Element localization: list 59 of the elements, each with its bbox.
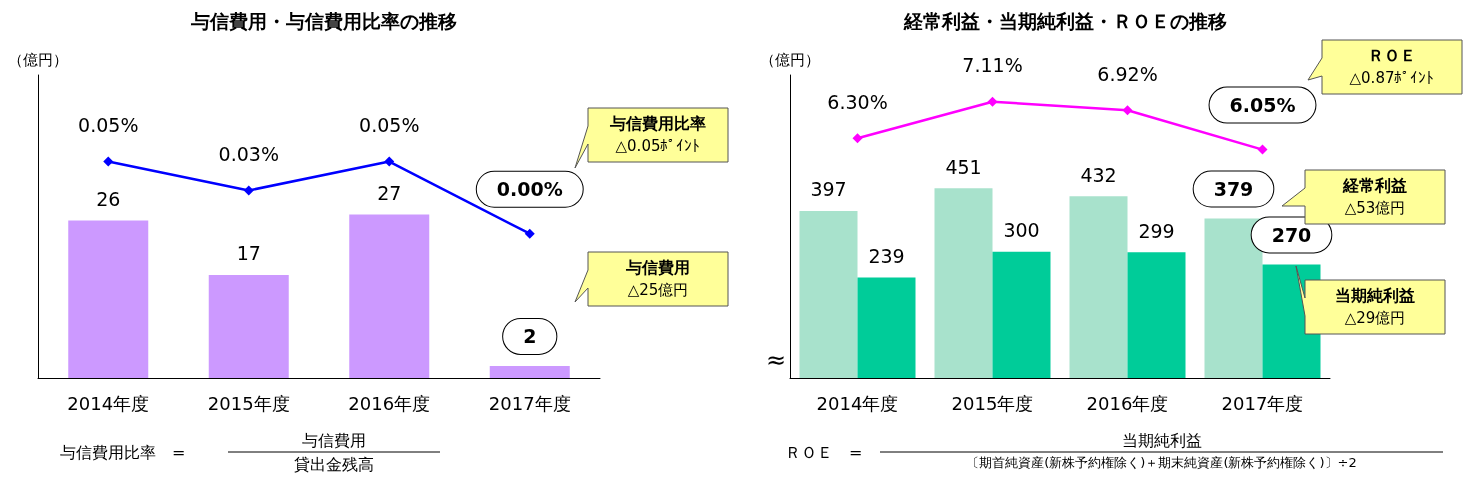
text: 〔期首純資産(新株予約権除く)＋期末純資産(新株予約権除く)〕÷2 — [966, 455, 1357, 470]
data-label: 379 — [1213, 178, 1254, 200]
x-tick-label: 2014年度 — [67, 392, 150, 414]
x-tick-label: 2015年度 — [951, 392, 1034, 414]
data-label: 300 — [1003, 219, 1040, 242]
data-label: 299 — [1138, 219, 1175, 242]
data-label: 0.00% — [496, 178, 563, 201]
text: 当期純利益 △29億円 — [1335, 285, 1415, 329]
x-tick-label: 2015年度 — [207, 392, 290, 414]
data-label: 239 — [868, 244, 905, 267]
data-label: 7.11% — [962, 54, 1023, 77]
bar — [1204, 218, 1263, 378]
data-label: 6.92% — [1097, 62, 1158, 85]
x-tick-label: 2014年度 — [816, 392, 899, 414]
bar — [934, 188, 993, 378]
data-label: 26 — [96, 187, 121, 210]
point — [1257, 144, 1268, 155]
data-label: 2 — [523, 325, 537, 348]
bar — [349, 214, 430, 378]
x-tick-label: 2017年度 — [488, 392, 571, 414]
data-label: 0.05% — [78, 114, 139, 137]
data-label: 0.03% — [218, 142, 279, 165]
bar — [489, 365, 570, 378]
text: 与信費用 — [302, 430, 366, 450]
text: 貸出金残高 — [294, 454, 374, 474]
x-tick-label: 2017年度 — [1221, 392, 1304, 414]
x-tick-label: 2016年度 — [1086, 392, 1169, 414]
bar — [68, 220, 149, 378]
data-label: 27 — [377, 181, 402, 204]
data-label: 451 — [945, 155, 982, 178]
y-axis-title: （億円） — [760, 50, 820, 69]
data-label: 397 — [810, 178, 847, 201]
text: ＲＯＥ △0.87ﾎﾟｲﾝﾄ — [1349, 45, 1435, 89]
bar — [208, 274, 289, 378]
bar — [799, 210, 858, 378]
text: 当期純利益 — [1121, 430, 1202, 450]
text: 与信費用比率 △0.05ﾎﾟｲﾝﾄ — [610, 113, 706, 157]
text: 与信費用 △25億円 — [626, 257, 690, 301]
data-label: 6.30% — [827, 90, 888, 113]
data-label: 17 — [236, 242, 261, 265]
chart-title: 経常利益・当期純利益・ＲＯＥの推移 — [902, 9, 1227, 32]
chart-title: 与信費用・与信費用比率の推移 — [190, 9, 457, 32]
point — [1122, 105, 1133, 116]
point — [852, 133, 863, 144]
text: ≈ — [765, 346, 786, 374]
data-label: 6.05% — [1229, 94, 1296, 117]
text: 与信費用比率 = — [60, 442, 186, 462]
text: ＲＯＥ = — [785, 442, 863, 462]
bar — [992, 251, 1051, 378]
data-label: 270 — [1271, 223, 1312, 246]
point — [987, 96, 998, 107]
text: 経常利益 △53億円 — [1343, 175, 1407, 219]
bar — [1069, 196, 1128, 378]
x-tick-label: 2016年度 — [348, 392, 431, 414]
bar — [1127, 252, 1186, 378]
bar — [857, 277, 916, 378]
data-label: 432 — [1080, 163, 1117, 186]
y-axis-title: （億円） — [8, 50, 68, 69]
data-label: 0.05% — [359, 114, 420, 137]
